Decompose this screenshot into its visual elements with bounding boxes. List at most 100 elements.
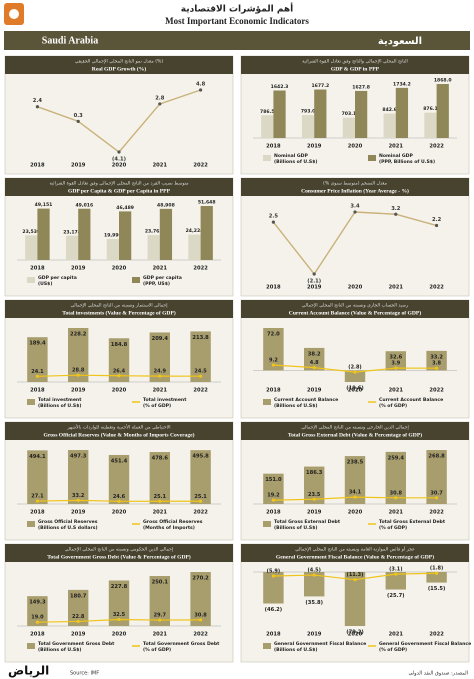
bar (301, 115, 315, 138)
value-label: 209.4 (152, 336, 169, 342)
point (199, 374, 203, 378)
legend-label: Total Government Gross Debt (% of GDP) (143, 641, 221, 653)
value-label: 250.1 (152, 580, 169, 586)
bar (273, 90, 286, 138)
value-label: 4.8 (310, 360, 319, 366)
bar (344, 370, 366, 382)
value-label: 48,908 (157, 202, 175, 208)
x-tick-label: 2019 (71, 163, 86, 169)
value-label: 786.5 (260, 109, 275, 115)
value-label: 32.5 (113, 612, 126, 618)
value-label: 24.9 (154, 369, 167, 375)
value-label: 29.7 (154, 613, 167, 619)
value-label: 19.2 (267, 493, 280, 499)
value-label: 34.1 (349, 490, 362, 496)
panel-title: Current Account Balance (Value & Percent… (289, 309, 422, 316)
value-label: 228.2 (70, 332, 87, 338)
legend-label: Gross Official Reserves (Months of Impor… (143, 519, 204, 531)
bar (426, 350, 447, 371)
legend-label: GDP per capita (PPP, US$) (143, 275, 183, 287)
bar (68, 328, 89, 382)
bar (304, 466, 325, 504)
bar (108, 580, 130, 626)
bar (395, 87, 409, 138)
value-label: 184.8 (111, 342, 128, 348)
x-tick-label: 2019 (307, 285, 322, 291)
panel-title: Real GDP Growth (%) (92, 65, 147, 72)
bar (27, 596, 48, 626)
panel-subtitle: متوسط نصيب الفرد من الناتج المحلي الإجما… (49, 182, 189, 187)
bar (108, 338, 130, 382)
bar (68, 450, 89, 504)
x-tick-label: 2019 (307, 388, 322, 394)
value-label: 2.8 (155, 95, 165, 101)
bar (188, 234, 201, 260)
value-label: (5.9) (267, 569, 280, 575)
x-tick-label: 2021 (153, 388, 168, 394)
bar (37, 208, 50, 260)
bar (149, 332, 170, 382)
title-en: Most Important Economic Indicators (165, 16, 309, 26)
point (35, 620, 40, 624)
bar (314, 89, 327, 138)
value-label: 24.1 (31, 369, 44, 375)
value-label: (2.1) (307, 279, 321, 285)
panel-header (5, 178, 233, 196)
value-label: 19.0 (31, 615, 44, 621)
panel-title: Total Gross External Debt (Value & Perce… (288, 431, 422, 438)
point (199, 618, 203, 622)
legend-label: Current Account Balance (Billions of U.S… (274, 397, 340, 409)
x-tick-label: 2018 (266, 632, 281, 638)
x-tick-label: 2019 (307, 632, 322, 638)
bar (159, 208, 173, 260)
legend-label: Total investment (Billions of U.S$) (38, 397, 83, 409)
value-label: 2.4 (33, 98, 43, 104)
value-label: 30.8 (390, 490, 403, 496)
legend-label: General Government Fiscal Balance (% of … (379, 641, 473, 653)
value-label: (25.7) (387, 593, 405, 599)
bar (355, 90, 368, 138)
value-label: (1.8) (430, 566, 443, 572)
point (76, 119, 80, 123)
x-tick-label: 2020 (112, 266, 127, 272)
value-label: 227.8 (111, 584, 128, 590)
legend-label: Total investment (% of GDP) (143, 397, 188, 409)
value-label: 149.3 (29, 600, 46, 606)
point (35, 499, 40, 503)
panel-title: Consumer Price Inflation (Year Average -… (301, 187, 409, 194)
x-tick-label: 2018 (30, 266, 45, 272)
panel-subtitle: إجمالي الدين الخارجي ونسبته من الناتج ال… (301, 426, 409, 431)
bar (426, 572, 447, 583)
point (353, 210, 357, 214)
point (35, 374, 40, 378)
source-ar: المصدر: صندوق النقد الدولي (408, 671, 468, 677)
legend-swatch (368, 155, 376, 161)
value-label: 33.2 (430, 354, 443, 360)
panel-header (241, 300, 469, 318)
source-en: Source: IMF (70, 671, 99, 677)
panel-header (5, 544, 233, 562)
country-ar: السعودية (378, 36, 422, 47)
panel-title: GDP & GDP in PPP (331, 66, 380, 72)
point (117, 150, 121, 154)
point (394, 572, 398, 576)
value-label: 49,016 (75, 202, 93, 208)
bar (342, 117, 355, 138)
value-label: (3.1) (389, 567, 402, 573)
value-label: 25.1 (194, 494, 207, 500)
value-label: 23,762 (145, 229, 163, 235)
point (199, 88, 203, 92)
value-label: 1734.2 (393, 81, 411, 87)
panel-title: GDP per Capita & GDP per Capita in PPP (68, 188, 171, 194)
point (117, 617, 121, 622)
point (353, 370, 357, 374)
value-label: 23,539 (22, 229, 40, 235)
bar (147, 235, 160, 260)
value-label: 4.8 (196, 82, 206, 88)
bar (119, 211, 132, 260)
value-label: 259.4 (388, 455, 405, 461)
x-tick-label: 2021 (153, 632, 168, 638)
x-tick-label: 2020 (112, 163, 127, 169)
x-tick-label: 2018 (30, 388, 45, 394)
